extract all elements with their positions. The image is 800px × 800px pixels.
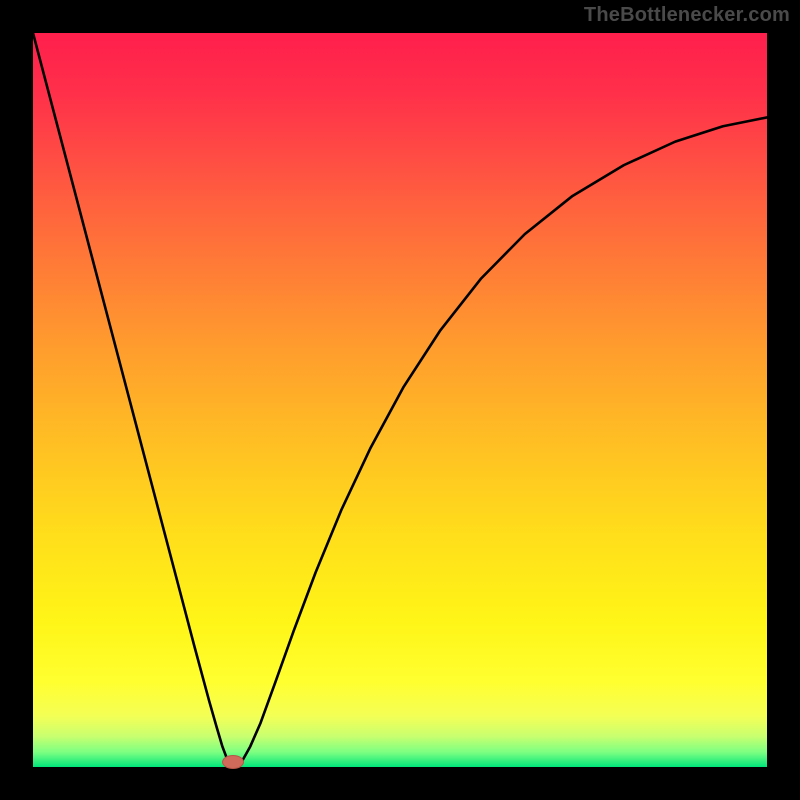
plot-area	[33, 33, 767, 767]
chart-frame: TheBottlenecker.com	[0, 0, 800, 800]
watermark-text: TheBottlenecker.com	[584, 4, 790, 27]
optimum-marker	[222, 755, 244, 769]
bottleneck-curve	[33, 33, 767, 767]
